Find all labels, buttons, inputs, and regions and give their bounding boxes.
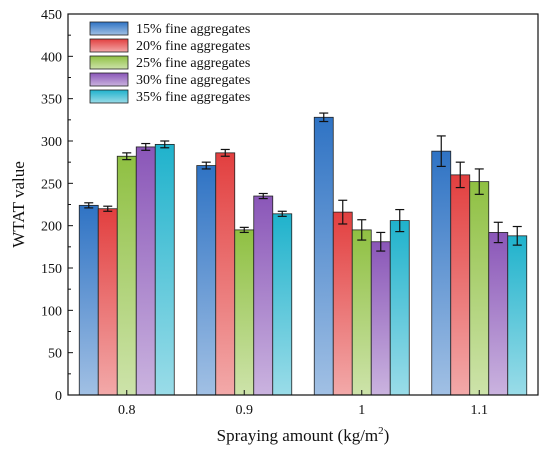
error-bar bbox=[220, 148, 230, 157]
error-bar bbox=[395, 208, 405, 233]
bar-25-fine-aggregates-1_1 bbox=[469, 181, 490, 396]
y-tick-label: 200 bbox=[41, 220, 62, 235]
y-tick-label: 0 bbox=[55, 389, 62, 404]
x-axis-title: Spraying amount (kg/m2) bbox=[217, 425, 390, 445]
error-bar bbox=[357, 219, 367, 241]
bar-15-fine-aggregates-1_1 bbox=[431, 150, 452, 396]
x-axis-ticks: 0.8 0.9 1 1.1 bbox=[118, 390, 488, 418]
error-bars-layer bbox=[84, 112, 522, 252]
y-tick-label: 50 bbox=[48, 347, 62, 362]
error-bar bbox=[338, 199, 348, 225]
error-bar bbox=[277, 210, 287, 217]
error-bar bbox=[258, 192, 268, 200]
y-tick-label: 350 bbox=[41, 93, 62, 108]
legend: 15% fine aggregates 20% fine aggregates 25… bbox=[89, 21, 250, 105]
legend-label: 20% fine aggregates bbox=[136, 39, 250, 54]
bars-layer bbox=[78, 116, 528, 396]
legend-label: 30% fine aggregates bbox=[136, 73, 250, 88]
bar-25-fine-aggregates-0_8 bbox=[116, 155, 137, 396]
bar-30-fine-aggregates-0_8 bbox=[135, 146, 156, 396]
bar-35-fine-aggregates-1 bbox=[389, 220, 410, 396]
error-bar bbox=[376, 231, 386, 252]
error-bar bbox=[84, 202, 94, 209]
bar-30-fine-aggregates-1_1 bbox=[488, 232, 509, 396]
x-tick-label: 0.8 bbox=[118, 403, 136, 418]
legend-swatch bbox=[89, 89, 129, 104]
y-tick-label: 150 bbox=[41, 262, 62, 277]
legend-swatch bbox=[89, 55, 129, 70]
error-bar bbox=[436, 135, 446, 167]
bar-35-fine-aggregates-1_1 bbox=[507, 235, 528, 396]
legend-swatch bbox=[89, 72, 129, 87]
y-tick-label: 400 bbox=[41, 50, 62, 65]
y-axis-title: WTAT value bbox=[9, 161, 28, 248]
x-tick-label: 1 bbox=[358, 403, 365, 418]
bar-20-fine-aggregates-0_9 bbox=[215, 152, 236, 396]
x-tick-label: 1.1 bbox=[471, 403, 489, 418]
x-tick-label: 0.9 bbox=[236, 403, 254, 418]
error-bar bbox=[319, 112, 329, 123]
error-bar bbox=[103, 205, 113, 212]
y-axis-ticks: 0 50 100 150 200 250 300 350 400 450 bbox=[41, 8, 73, 404]
bar-20-fine-aggregates-0_8 bbox=[97, 208, 118, 396]
error-bar bbox=[455, 161, 465, 189]
bar-30-fine-aggregates-0_9 bbox=[253, 195, 274, 396]
bar-20-fine-aggregates-1 bbox=[332, 211, 353, 396]
legend-label: 35% fine aggregates bbox=[136, 90, 250, 105]
legend-label: 25% fine aggregates bbox=[136, 56, 250, 71]
error-bar bbox=[493, 221, 503, 244]
y-tick-label: 100 bbox=[41, 304, 62, 319]
bar-15-fine-aggregates-0_8 bbox=[78, 204, 99, 396]
y-tick-label: 300 bbox=[41, 135, 62, 150]
bar-35-fine-aggregates-0_8 bbox=[154, 143, 175, 396]
error-bar bbox=[512, 225, 522, 246]
legend-label: 15% fine aggregates bbox=[136, 22, 250, 37]
legend-swatch bbox=[89, 21, 129, 36]
error-bar bbox=[239, 226, 249, 234]
bar-30-fine-aggregates-1 bbox=[370, 241, 391, 396]
error-bar bbox=[474, 168, 484, 195]
bar-15-fine-aggregates-1 bbox=[313, 116, 334, 396]
error-bar bbox=[141, 142, 151, 151]
bar-25-fine-aggregates-1 bbox=[351, 229, 372, 396]
bar-15-fine-aggregates-0_9 bbox=[196, 165, 217, 396]
bar-20-fine-aggregates-1_1 bbox=[450, 174, 471, 396]
bar-35-fine-aggregates-0_9 bbox=[272, 213, 293, 396]
error-bar bbox=[160, 140, 170, 149]
error-bar bbox=[122, 152, 132, 161]
bar-25-fine-aggregates-0_9 bbox=[234, 229, 255, 396]
legend-swatch bbox=[89, 38, 129, 53]
y-tick-label: 250 bbox=[41, 177, 62, 192]
y-tick-label: 450 bbox=[41, 8, 62, 23]
error-bar bbox=[201, 161, 211, 170]
